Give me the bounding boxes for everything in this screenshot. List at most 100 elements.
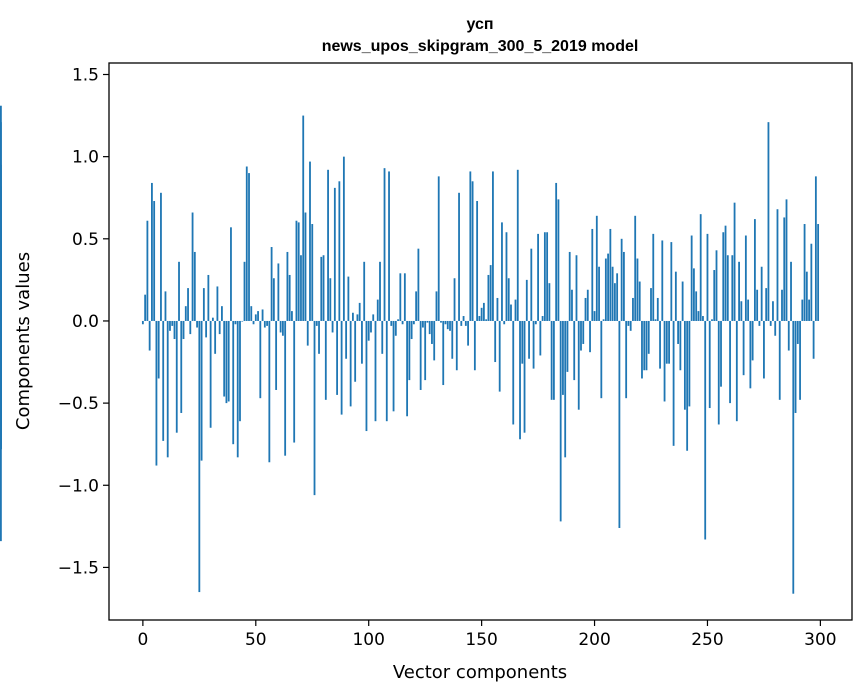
bar xyxy=(446,320,449,330)
bar xyxy=(293,320,296,443)
bar xyxy=(763,320,765,379)
bar xyxy=(306,320,309,346)
bar xyxy=(507,278,510,321)
bar xyxy=(469,171,472,321)
bar xyxy=(618,320,621,528)
bar xyxy=(580,320,582,351)
bar xyxy=(175,320,178,433)
bar xyxy=(663,320,666,402)
bar xyxy=(191,212,194,321)
bar xyxy=(794,320,797,413)
bar xyxy=(166,320,169,458)
bar xyxy=(209,320,212,428)
bar xyxy=(611,266,614,321)
chart-subtitle: news_upos_skipgram_300_5_2019 model xyxy=(322,38,639,55)
bar xyxy=(390,320,393,326)
bar xyxy=(327,169,329,321)
bar xyxy=(510,304,512,321)
bar xyxy=(747,299,750,321)
bar xyxy=(0,320,2,450)
bar xyxy=(435,291,438,321)
bar xyxy=(805,271,808,321)
bar xyxy=(799,320,801,400)
bar xyxy=(525,279,528,321)
bar xyxy=(552,320,555,400)
bar xyxy=(410,320,413,340)
bar xyxy=(501,222,503,321)
bar xyxy=(257,311,259,321)
bar xyxy=(534,320,537,325)
bar xyxy=(315,320,318,326)
bar xyxy=(180,320,183,413)
bar xyxy=(462,316,465,321)
bar xyxy=(722,232,725,321)
bar xyxy=(665,320,668,364)
bar xyxy=(232,320,235,445)
bar xyxy=(595,215,598,321)
bar xyxy=(354,320,357,382)
bar xyxy=(146,220,149,321)
bar xyxy=(740,301,743,321)
bar xyxy=(638,281,641,321)
y-tick-label: 0.5 xyxy=(72,230,99,250)
bar xyxy=(202,288,205,321)
bar xyxy=(516,169,519,321)
bar xyxy=(647,320,650,354)
bar xyxy=(309,161,311,321)
bar xyxy=(679,320,682,371)
bar xyxy=(148,320,151,351)
bar xyxy=(543,232,546,321)
bar xyxy=(613,283,616,321)
bar xyxy=(408,320,411,381)
bar xyxy=(487,274,490,321)
bar xyxy=(609,228,612,321)
bar xyxy=(254,314,257,321)
bar xyxy=(227,320,230,402)
bar xyxy=(340,320,343,415)
bar xyxy=(259,320,262,399)
bar xyxy=(586,289,589,321)
bar xyxy=(711,319,713,321)
bar xyxy=(234,320,237,325)
bar xyxy=(758,320,761,326)
bar xyxy=(783,217,786,321)
bar xyxy=(424,320,427,381)
bar xyxy=(814,176,817,321)
bar xyxy=(571,289,573,321)
bar xyxy=(591,228,594,321)
bar xyxy=(196,320,198,328)
bar xyxy=(751,320,754,361)
bar xyxy=(699,214,702,321)
bar xyxy=(729,320,731,404)
bar xyxy=(537,233,539,321)
bar xyxy=(173,320,176,340)
x-tick-label: 100 xyxy=(352,630,384,650)
bar xyxy=(568,251,571,321)
bar xyxy=(236,320,239,458)
bar xyxy=(388,171,390,321)
bar xyxy=(266,320,268,326)
bar xyxy=(683,320,686,410)
bar xyxy=(724,225,727,321)
bar xyxy=(160,192,162,321)
bar xyxy=(381,320,384,354)
bar xyxy=(643,320,646,371)
x-axis-label: Vector components xyxy=(393,662,567,683)
bar xyxy=(512,320,515,425)
bar xyxy=(383,168,386,321)
bar xyxy=(401,320,404,325)
bar xyxy=(738,261,740,321)
bar xyxy=(422,320,424,328)
chart-title: усп xyxy=(466,16,493,33)
bar xyxy=(715,250,718,321)
bar xyxy=(808,299,810,321)
bar xyxy=(774,320,777,336)
bar xyxy=(577,320,580,410)
bar xyxy=(735,320,738,422)
bar xyxy=(331,320,334,333)
bar xyxy=(629,320,632,331)
bar xyxy=(338,181,341,321)
bar xyxy=(654,319,657,321)
bar xyxy=(796,320,799,344)
